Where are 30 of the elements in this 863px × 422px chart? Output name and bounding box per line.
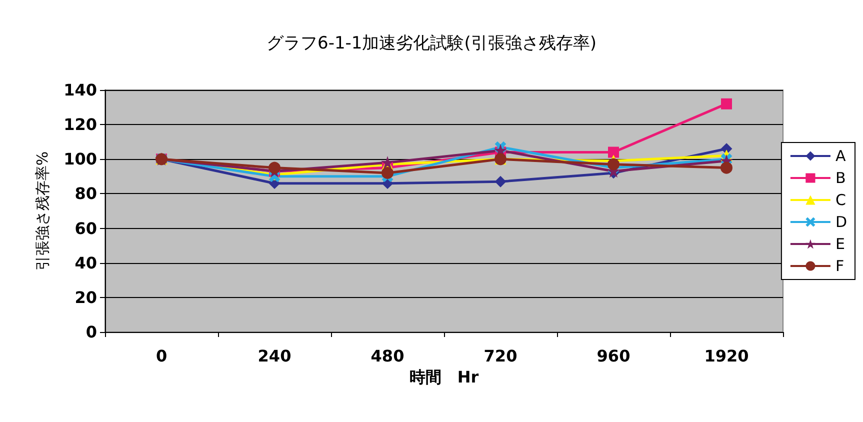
y-tick-label: 120 [64, 115, 97, 134]
legend-label: E [835, 235, 845, 253]
point [495, 176, 506, 188]
legend-label: C [835, 191, 846, 209]
x-tick-label: 720 [484, 346, 518, 366]
legend-label: D [835, 213, 848, 231]
y-tick-label: 60 [74, 218, 97, 238]
point [720, 162, 732, 174]
x-tick-label: 480 [370, 346, 404, 366]
y-tick-label: 140 [64, 80, 97, 100]
point [268, 162, 280, 174]
y-tick-label: 100 [64, 150, 97, 169]
y-tick-label: 80 [74, 184, 97, 204]
x-tick-label: 0 [156, 346, 168, 366]
x-tick-label: 1920 [704, 346, 749, 366]
y-axis-title: 引張強さ残存率% [34, 151, 52, 271]
y-tick-label: 20 [74, 288, 97, 307]
x-tick-label: 960 [596, 346, 630, 366]
point [382, 166, 394, 179]
legend-label: A [835, 147, 846, 165]
chart-title: グラフ6-1-1加速劣化試験(引張強さ残存率) [266, 34, 596, 54]
y-tick-label: 40 [74, 253, 97, 272]
point [721, 98, 732, 110]
point [608, 158, 620, 170]
point [608, 146, 619, 158]
y-tick-label: 0 [86, 322, 97, 342]
x-tick-label: 240 [258, 346, 292, 366]
legend-label: F [835, 257, 844, 275]
legend-label: B [835, 169, 846, 187]
x-axis-title: 時間 Hr [409, 367, 479, 386]
